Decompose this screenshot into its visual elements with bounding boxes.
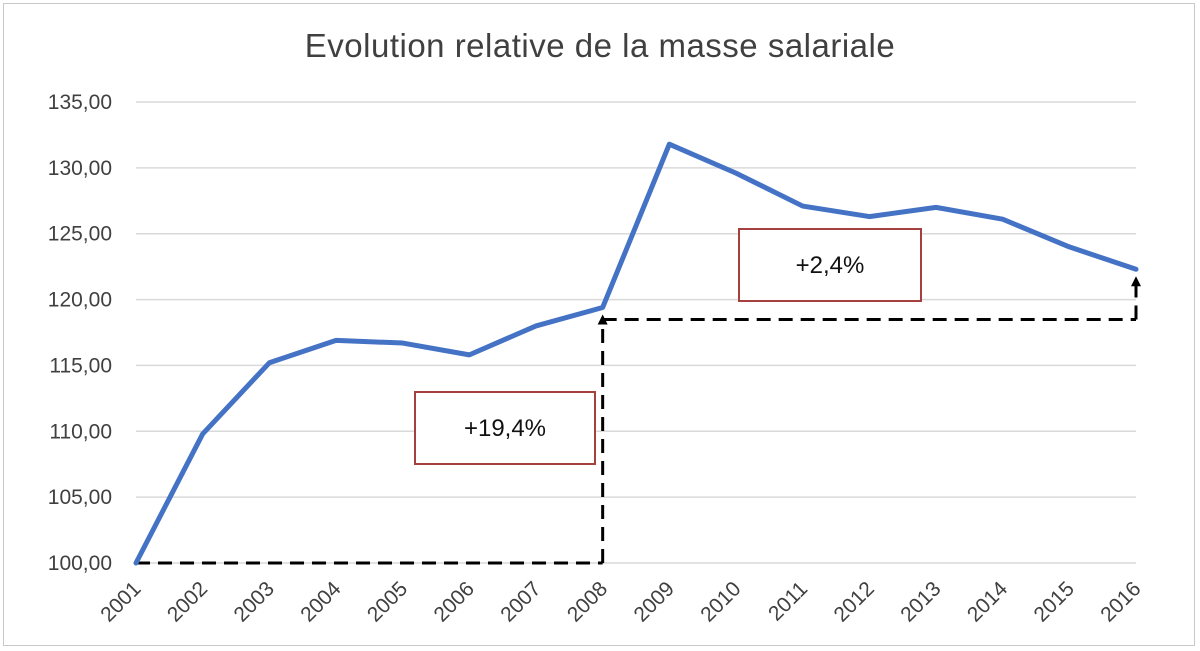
- chart-frame: [3, 3, 1195, 646]
- y-tick-label: 135,00: [48, 91, 112, 114]
- annotation-box: [414, 391, 596, 465]
- x-tick-label: 2010: [696, 577, 745, 626]
- x-tick-label: 2004: [296, 577, 346, 627]
- x-tick-label: 2015: [1030, 577, 1079, 626]
- y-tick-label: 115,00: [49, 354, 112, 377]
- annotation-guides: [136, 276, 1141, 565]
- y-tick-label: 105,00: [48, 486, 112, 509]
- gridlines: [136, 101, 1136, 564]
- series-group: [133, 141, 1139, 566]
- x-tick-label: 2001: [96, 577, 145, 626]
- annotation-label: +2,4%: [796, 252, 865, 279]
- x-tick-label: 2007: [496, 577, 545, 626]
- x-tick-label: 2008: [563, 577, 612, 626]
- x-tick-label: 2012: [830, 577, 879, 626]
- annotation-label: +19,4%: [464, 415, 546, 442]
- x-tick-label: 2016: [1096, 577, 1145, 626]
- annotation-box: [738, 228, 922, 302]
- chart-title: Evolution relative de la masse salariale: [305, 27, 895, 64]
- x-tick-label: 2009: [630, 577, 679, 626]
- x-axis-tick-labels: 2001 2002 2003 2004 2005 2006 2007 2008 2009 2010…: [96, 577, 1145, 627]
- series-line: [133, 141, 1139, 566]
- y-tick-label: 130,00: [48, 157, 112, 180]
- y-tick-label: 100,00: [48, 552, 112, 575]
- annotation-boxes: +19,4% +2,4%: [414, 228, 922, 465]
- y-axis-tick-labels: 100,00 105,00 110,00 115,00 120,00 125,00 130,…: [48, 91, 112, 575]
- x-tick-label: 2003: [230, 577, 279, 626]
- y-tick-label: 125,00: [48, 223, 112, 246]
- x-tick-label: 2011: [764, 577, 812, 625]
- y-tick-label: 110,00: [49, 420, 112, 443]
- x-tick-label: 2006: [430, 577, 479, 626]
- x-tick-label: 2013: [896, 577, 945, 626]
- y-tick-label: 120,00: [48, 289, 112, 312]
- x-tick-label: 2002: [163, 577, 212, 626]
- x-tick-label: 2005: [363, 577, 412, 626]
- x-tick-label: 2014: [963, 577, 1013, 627]
